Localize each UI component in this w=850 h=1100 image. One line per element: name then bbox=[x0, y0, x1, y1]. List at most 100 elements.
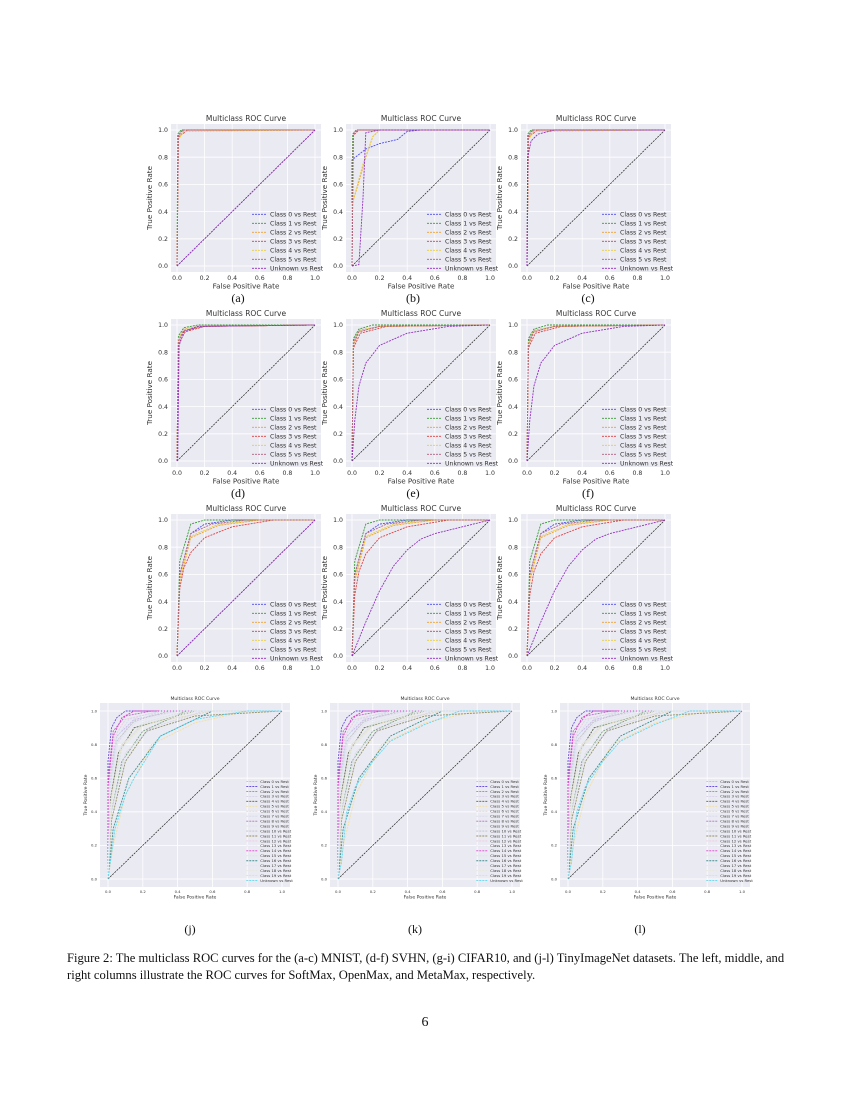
y-tick-label: 0.6 bbox=[333, 182, 343, 189]
legend-entry: Class 5 vs Rest bbox=[490, 804, 519, 809]
x-tick-label: 0.8 bbox=[282, 665, 292, 672]
y-tick-label: 0.8 bbox=[508, 349, 518, 356]
x-tick-label: 0.6 bbox=[255, 470, 265, 477]
y-axis-label: True Positive Rate bbox=[313, 774, 319, 816]
x-tick-label: 0.0 bbox=[565, 889, 572, 894]
x-tick-label: 0.0 bbox=[522, 275, 532, 282]
legend-entry: Class 4 vs Rest bbox=[270, 637, 317, 644]
roc-chart-j: 0.0 0.0 0.2 0.2 0.4 0.4 0.6 0.6 0.8 0.8 1.0 1.0 Clas… bbox=[83, 696, 293, 900]
y-axis-label: True Positive Rate bbox=[320, 165, 329, 231]
roc-chart-b: 0.0 0.0 0.2 0.2 0.4 0.4 0.6 0.6 0.8 0.8 1.0 1.0 Clas… bbox=[320, 114, 498, 290]
y-tick-label: 0.2 bbox=[321, 843, 328, 848]
legend-entry: Class 2 vs Rest bbox=[270, 229, 317, 236]
x-tick-label: 0.4 bbox=[402, 665, 412, 672]
y-tick-label: 0.4 bbox=[158, 209, 168, 216]
x-tick-label: 0.0 bbox=[172, 665, 182, 672]
x-tick-label: 0.2 bbox=[370, 889, 377, 894]
y-tick-label: 0.0 bbox=[551, 876, 558, 881]
legend-entry: Class 19 vs Rest bbox=[260, 873, 291, 878]
legend-entry: Class 10 vs Rest bbox=[260, 828, 291, 833]
x-tick-label: 0.0 bbox=[522, 665, 532, 672]
chart-title: Multiclass ROC Curve bbox=[206, 504, 287, 513]
legend-entry: Class 11 vs Rest bbox=[490, 833, 521, 838]
x-tick-label: 0.8 bbox=[632, 665, 642, 672]
y-tick-label: 0.0 bbox=[158, 263, 168, 270]
legend-entry: Class 19 vs Rest bbox=[490, 873, 521, 878]
x-tick-label: 0.0 bbox=[105, 889, 112, 894]
y-tick-label: 0.8 bbox=[551, 742, 558, 747]
roc-chart-i: 0.0 0.0 0.2 0.2 0.4 0.4 0.6 0.6 0.8 0.8 1.0 1.0 Clas… bbox=[495, 504, 673, 672]
y-tick-label: 0.4 bbox=[158, 599, 168, 606]
y-tick-label: 0.6 bbox=[321, 776, 328, 781]
y-tick-label: 0.6 bbox=[158, 377, 168, 384]
x-tick-label: 1.0 bbox=[660, 275, 670, 282]
x-tick-label: 0.4 bbox=[227, 275, 237, 282]
x-tick-label: 0.0 bbox=[172, 470, 182, 477]
legend-entry: Unknown vs Rest bbox=[270, 460, 324, 467]
roc-chart-l: 0.0 0.0 0.2 0.2 0.4 0.4 0.6 0.6 0.8 0.8 1.0 1.0 Clas… bbox=[543, 696, 753, 900]
x-tick-label: 0.2 bbox=[200, 275, 210, 282]
x-tick-label: 0.8 bbox=[244, 889, 251, 894]
series-line-unknown-vs-rest bbox=[107, 710, 282, 880]
y-tick-label: 0.0 bbox=[333, 458, 343, 465]
x-tick-label: 0.4 bbox=[577, 275, 587, 282]
y-tick-label: 0.2 bbox=[333, 236, 343, 243]
legend-entry: Class 0 vs Rest bbox=[720, 779, 749, 784]
y-tick-label: 0.2 bbox=[508, 236, 518, 243]
legend-entry: Class 1 vs Rest bbox=[620, 610, 667, 617]
legend-entry: Unknown vs Rest bbox=[260, 878, 293, 883]
x-tick-label: 0.8 bbox=[704, 889, 711, 894]
y-tick-label: 0.0 bbox=[508, 458, 518, 465]
reference-diagonal bbox=[526, 129, 666, 267]
x-tick-label: 0.2 bbox=[600, 889, 607, 894]
series-line-class-18-vs-rest bbox=[337, 710, 512, 880]
legend-entry: Class 3 vs Rest bbox=[260, 794, 289, 799]
roc-chart-e: 0.0 0.0 0.2 0.2 0.4 0.4 0.6 0.6 0.8 0.8 1.0 1.0 Clas… bbox=[320, 309, 498, 485]
legend-entry: Class 2 vs Rest bbox=[620, 424, 667, 431]
y-tick-label: 0.6 bbox=[333, 377, 343, 384]
y-tick-label: 0.0 bbox=[91, 876, 98, 881]
legend-entry: Class 3 vs Rest bbox=[620, 628, 667, 635]
legend-entry: Class 16 vs Rest bbox=[490, 858, 521, 863]
series-line-class-3-vs-rest bbox=[351, 519, 490, 657]
series-line-class-19-vs-rest bbox=[107, 710, 282, 880]
legend-entry: Class 2 vs Rest bbox=[720, 789, 749, 794]
legend-entry: Class 3 vs Rest bbox=[270, 628, 317, 635]
x-axis-label: False Positive Rate bbox=[213, 281, 280, 290]
x-tick-label: 0.8 bbox=[457, 470, 467, 477]
series-line-unknown-vs-rest bbox=[351, 519, 491, 657]
x-tick-label: 0.8 bbox=[632, 470, 642, 477]
legend-entry: Class 5 vs Rest bbox=[270, 646, 317, 653]
legend-entry: Unknown vs Rest bbox=[720, 878, 753, 883]
y-tick-label: 1.0 bbox=[333, 517, 343, 524]
roc-chart-a: 0.0 0.0 0.2 0.2 0.4 0.4 0.6 0.6 0.8 0.8 1.0 1.0 Clas… bbox=[145, 114, 323, 290]
y-tick-label: 1.0 bbox=[91, 708, 98, 713]
legend-entry: Class 9 vs Rest bbox=[490, 823, 519, 828]
x-axis-label: False Positive Rate bbox=[174, 894, 217, 900]
legend-entry: Class 4 vs Rest bbox=[620, 637, 667, 644]
legend-entry: Class 12 vs Rest bbox=[490, 838, 521, 843]
chart-title: Multiclass ROC Curve bbox=[381, 114, 462, 123]
roc-chart-h: 0.0 0.0 0.2 0.2 0.4 0.4 0.6 0.6 0.8 0.8 1.0 1.0 Clas… bbox=[320, 504, 498, 672]
legend-entry: Class 17 vs Rest bbox=[720, 863, 751, 868]
legend-entry: Class 1 vs Rest bbox=[270, 415, 317, 422]
y-tick-label: 0.4 bbox=[321, 809, 328, 814]
x-tick-label: 0.4 bbox=[227, 470, 237, 477]
y-axis-label: True Positive Rate bbox=[495, 555, 504, 621]
y-axis-label: True Positive Rate bbox=[495, 165, 504, 231]
legend-entry: Class 0 vs Rest bbox=[445, 406, 492, 413]
x-tick-label: 0.4 bbox=[405, 889, 412, 894]
legend-entry: Unknown vs Rest bbox=[270, 265, 324, 272]
legend-entry: Class 5 vs Rest bbox=[260, 804, 289, 809]
legend-entry: Class 5 vs Rest bbox=[720, 804, 749, 809]
legend-entry: Class 2 vs Rest bbox=[445, 229, 492, 236]
series-line-class-0-vs-rest bbox=[351, 519, 490, 657]
chart-title: Multiclass ROC Curve bbox=[206, 309, 287, 318]
legend-entry: Class 3 vs Rest bbox=[620, 433, 667, 440]
legend-entry: Class 2 vs Rest bbox=[445, 619, 492, 626]
x-tick-label: 1.0 bbox=[310, 470, 320, 477]
y-tick-label: 0.8 bbox=[158, 544, 168, 551]
legend-entry: Class 4 vs Rest bbox=[445, 247, 492, 254]
x-tick-label: 0.0 bbox=[335, 889, 342, 894]
figure-caption: Figure 2: The multiclass ROC curves for … bbox=[67, 951, 785, 982]
